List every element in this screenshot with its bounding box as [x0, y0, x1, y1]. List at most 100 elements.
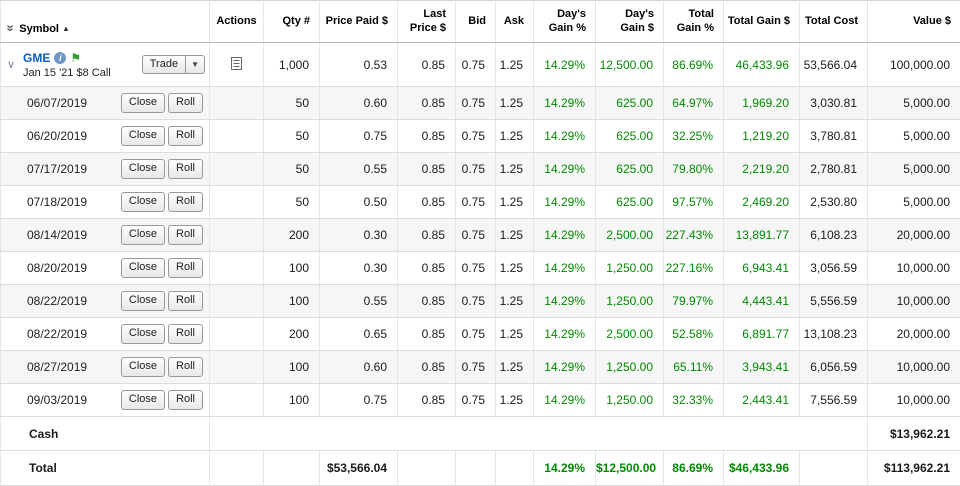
bid-cell: 0.75 — [455, 317, 496, 351]
roll-button[interactable]: Roll — [168, 225, 203, 245]
total-gain-cell: 4,443.41 — [723, 284, 800, 318]
close-button[interactable]: Close — [120, 291, 166, 311]
last-price-cell: 0.85 — [397, 218, 456, 252]
actions-cell — [209, 119, 264, 153]
roll-button[interactable]: Roll — [168, 93, 203, 113]
lot-row: 06/20/2019 Close Roll 50 0.75 0.85 0.75 … — [0, 119, 960, 153]
total-gain-pct-cell: 227.43% — [663, 218, 724, 252]
lot-row: 07/18/2019 Close Roll 50 0.50 0.85 0.75 … — [0, 185, 960, 219]
total-cost-cell: 53,566.04 — [799, 42, 868, 87]
actions-cell — [209, 317, 264, 351]
roll-button[interactable]: Roll — [168, 390, 203, 410]
price-paid-cell: 0.55 — [319, 152, 398, 186]
roll-button[interactable]: Roll — [168, 192, 203, 212]
value-cell: 10,000.00 — [867, 350, 960, 384]
lot-date: 07/17/2019 — [27, 162, 88, 176]
roll-button[interactable]: Roll — [168, 291, 203, 311]
total-gain-cell: 13,891.77 — [723, 218, 800, 252]
lot-date: 08/14/2019 — [27, 228, 88, 242]
total-label: Total — [0, 450, 210, 486]
column-header-value[interactable]: Value $ — [867, 0, 960, 43]
total-gain-cell: 2,443.41 — [723, 383, 800, 417]
trade-button[interactable]: Trade — [141, 54, 187, 75]
days-gain-cell: 625.00 — [595, 152, 664, 186]
close-button[interactable]: Close — [120, 390, 166, 410]
last-price-cell: 0.85 — [397, 317, 456, 351]
journal-icon[interactable] — [230, 56, 243, 74]
total-price-paid-cell: $53,566.04 — [319, 450, 398, 486]
column-header-total-cost[interactable]: Total Cost — [799, 0, 868, 43]
roll-button[interactable]: Roll — [168, 159, 203, 179]
close-button[interactable]: Close — [120, 159, 166, 179]
lot-row: 06/07/2019 Close Roll 50 0.60 0.85 0.75 … — [0, 86, 960, 120]
total-cost-cell: 2,780.81 — [799, 152, 868, 186]
lot-date: 08/27/2019 — [27, 360, 88, 374]
total-cost-cell: 3,056.59 — [799, 251, 868, 285]
cash-row: Cash $13,962.21 — [0, 416, 960, 451]
actions-cell — [209, 185, 264, 219]
trade-dropdown-button[interactable]: ▼ — [186, 54, 205, 75]
total-gain-cell: 3,943.41 — [723, 350, 800, 384]
column-header-days-gain-pct[interactable]: Day's Gain % — [533, 0, 596, 43]
qty-cell: 50 — [263, 86, 320, 120]
lot-row: 08/22/2019 Close Roll 200 0.65 0.85 0.75… — [0, 317, 960, 351]
flag-icon[interactable]: ⚑ — [70, 50, 82, 65]
total-last-price-cell — [397, 450, 456, 486]
value-cell: 5,000.00 — [867, 152, 960, 186]
close-button[interactable]: Close — [120, 357, 166, 377]
position-row: ∨ GME i ⚑ Jan 15 '21 $8 Call Trade ▼ — [0, 42, 960, 87]
days-gain-pct-cell: 14.29% — [533, 152, 596, 186]
days-gain-pct-cell: 14.29% — [533, 119, 596, 153]
qty-cell: 50 — [263, 185, 320, 219]
ask-cell: 1.25 — [495, 251, 534, 285]
column-header-ask[interactable]: Ask — [495, 0, 534, 43]
ask-cell: 1.25 — [495, 383, 534, 417]
column-header-symbol[interactable]: »Symbol ▲ — [0, 0, 210, 43]
column-header-total-gain-pct[interactable]: Total Gain % — [663, 0, 724, 43]
days-gain-pct-cell: 14.29% — [533, 284, 596, 318]
close-button[interactable]: Close — [120, 192, 166, 212]
total-gain-cell: 6,891.77 — [723, 317, 800, 351]
actions-cell — [209, 284, 264, 318]
collapse-all-icon[interactable]: » — [3, 24, 19, 32]
lot-date: 06/20/2019 — [27, 129, 88, 143]
roll-button[interactable]: Roll — [168, 258, 203, 278]
roll-button[interactable]: Roll — [168, 357, 203, 377]
close-button[interactable]: Close — [120, 324, 166, 344]
qty-cell: 200 — [263, 317, 320, 351]
column-header-qty[interactable]: Qty # — [263, 0, 320, 43]
lot-date: 08/22/2019 — [27, 327, 88, 341]
column-header-last-price[interactable]: Last Price $ — [397, 0, 456, 43]
ask-cell: 1.25 — [495, 350, 534, 384]
column-header-days-gain[interactable]: Day's Gain $ — [595, 0, 664, 43]
expand-row-icon[interactable]: ∨ — [7, 59, 16, 71]
bid-cell: 0.75 — [455, 218, 496, 252]
close-button[interactable]: Close — [120, 126, 166, 146]
days-gain-cell: 2,500.00 — [595, 218, 664, 252]
total-gain-pct-cell: 79.97% — [663, 284, 724, 318]
column-header-bid[interactable]: Bid — [455, 0, 496, 43]
close-button[interactable]: Close — [120, 225, 166, 245]
lot-date: 06/07/2019 — [27, 96, 88, 110]
close-button[interactable]: Close — [120, 93, 166, 113]
days-gain-pct-cell: 14.29% — [533, 218, 596, 252]
value-cell: 100,000.00 — [867, 42, 960, 87]
column-header-total-gain[interactable]: Total Gain $ — [723, 0, 800, 43]
qty-cell: 200 — [263, 218, 320, 252]
column-header-actions[interactable]: Actions — [209, 0, 264, 43]
total-cost-cell: 6,056.59 — [799, 350, 868, 384]
total-days-gain-pct-cell: 14.29% — [533, 450, 596, 486]
total-ask-cell — [495, 450, 534, 486]
value-cell: 10,000.00 — [867, 383, 960, 417]
total-bid-cell — [455, 450, 496, 486]
close-button[interactable]: Close — [120, 258, 166, 278]
roll-button[interactable]: Roll — [168, 324, 203, 344]
column-header-price-paid[interactable]: Price Paid $ — [319, 0, 398, 43]
info-icon[interactable]: i — [54, 51, 67, 64]
bid-cell: 0.75 — [455, 284, 496, 318]
sort-asc-icon: ▲ — [61, 24, 70, 33]
roll-button[interactable]: Roll — [168, 126, 203, 146]
symbol-link[interactable]: GME — [23, 50, 51, 65]
days-gain-cell: 625.00 — [595, 119, 664, 153]
days-gain-pct-cell: 14.29% — [533, 251, 596, 285]
